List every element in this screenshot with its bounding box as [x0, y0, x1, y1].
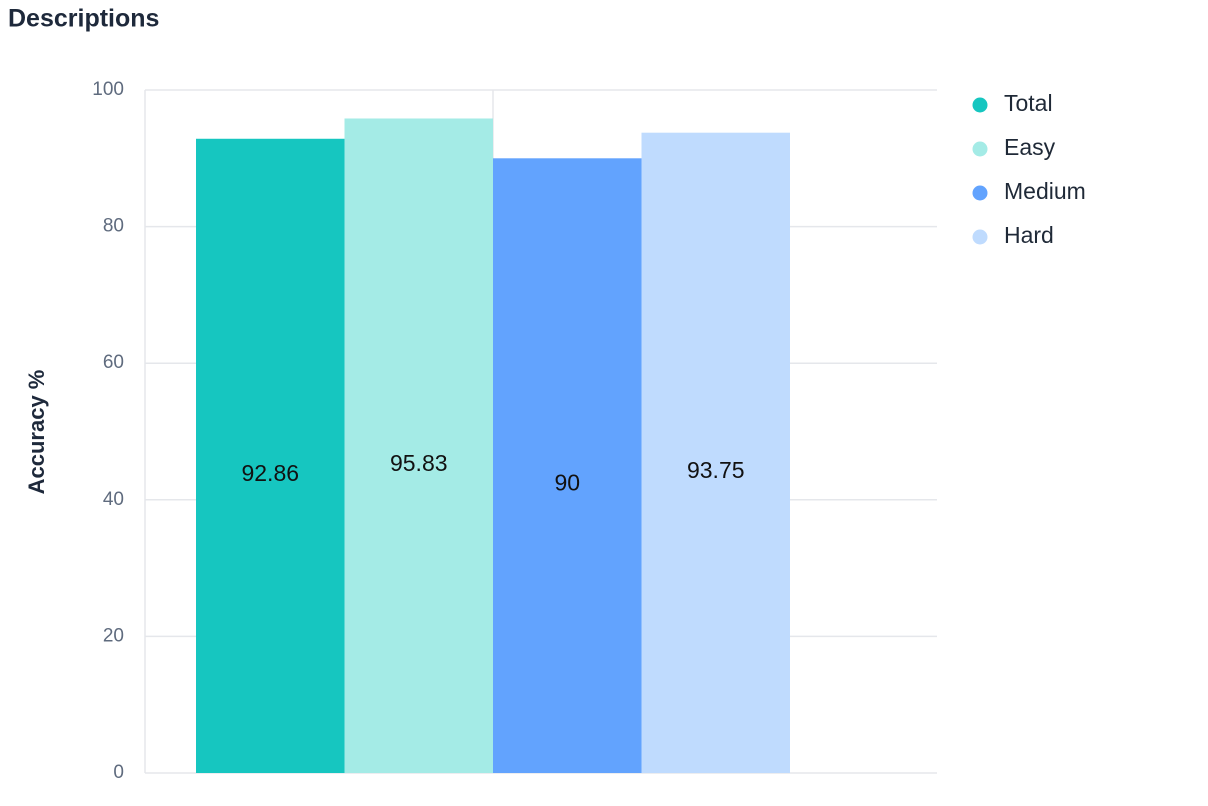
legend-label: Medium	[1004, 178, 1086, 204]
y-tick-label: 100	[92, 79, 124, 100]
bar	[196, 138, 345, 773]
legend-marker	[972, 141, 988, 157]
legend-marker	[972, 185, 988, 201]
y-tick-label: 60	[103, 352, 124, 373]
value-label: 95.83	[390, 450, 448, 476]
bar	[344, 118, 493, 774]
legend-label: Total	[1004, 90, 1053, 116]
legend-marker	[972, 97, 988, 113]
y-tick-label: 40	[103, 489, 124, 510]
value-label: 92.86	[241, 460, 299, 486]
value-label: 93.75	[687, 457, 745, 483]
value-label: 90	[554, 470, 580, 496]
bar	[493, 158, 642, 774]
legend-label: Hard	[1004, 222, 1054, 248]
y-axis-label: Accuracy %	[24, 370, 49, 495]
chart-title: Descriptions	[8, 5, 159, 33]
y-tick-label: 20	[103, 625, 124, 646]
legend-marker	[972, 229, 988, 245]
bar	[641, 132, 790, 773]
y-tick-label: 80	[103, 216, 124, 237]
legend-label: Easy	[1004, 134, 1056, 160]
y-tick-label: 0	[113, 762, 124, 783]
